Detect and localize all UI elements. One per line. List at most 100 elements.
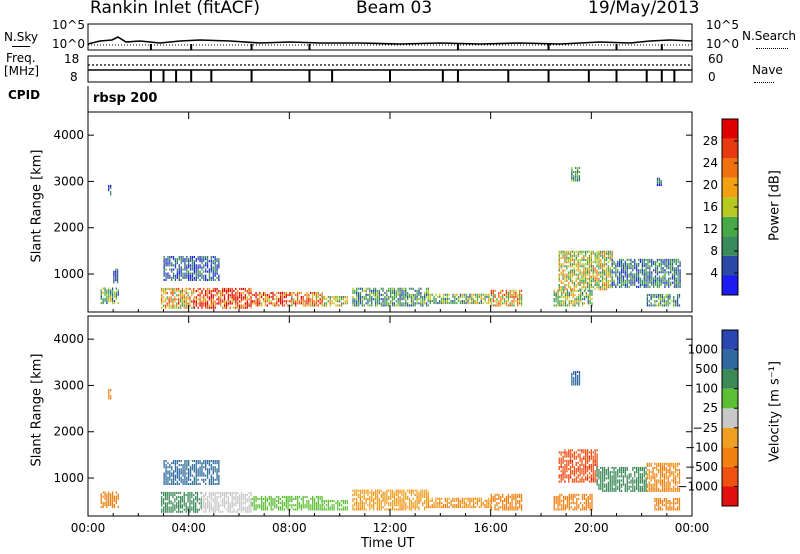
data-cell (478, 295, 481, 298)
data-cell (558, 474, 560, 477)
data-cell (573, 455, 576, 458)
data-cell (189, 472, 192, 475)
data-cell (376, 298, 379, 301)
data-cell (678, 293, 681, 296)
data-cell (115, 287, 118, 290)
data-cell (361, 304, 364, 307)
data-cell (253, 300, 255, 303)
data-cell (559, 304, 561, 307)
data-cell (179, 290, 182, 293)
data-cell (171, 474, 173, 477)
data-cell (246, 506, 248, 509)
data-cell (206, 502, 209, 505)
data-cell (113, 291, 116, 294)
data-cell (575, 259, 577, 262)
data-cell (208, 494, 211, 497)
nsearch-label: N.Search (742, 29, 797, 43)
data-cell (197, 298, 199, 301)
data-cell (169, 256, 171, 259)
data-cell (231, 491, 233, 494)
data-cell (585, 296, 588, 299)
data-cell (659, 500, 662, 503)
data-cell (371, 491, 373, 494)
data-cell (656, 483, 658, 486)
data-cell (357, 300, 360, 303)
data-cell (661, 471, 664, 474)
data-cell (371, 493, 373, 496)
data-cell (203, 264, 205, 267)
data-cell (562, 470, 564, 473)
data-cell (361, 500, 364, 503)
data-cell (666, 265, 668, 268)
data-cell (356, 289, 358, 292)
data-cell (220, 298, 222, 301)
data-cell (622, 269, 625, 272)
data-cell (560, 263, 562, 266)
data-cell (250, 504, 252, 507)
data-cell (403, 489, 405, 492)
data-cell (456, 302, 458, 305)
data-cell (600, 487, 602, 490)
data-cell (654, 304, 656, 307)
data-cell (356, 504, 358, 507)
data-cell (369, 296, 371, 299)
data-cell (186, 464, 188, 467)
data-cell (576, 508, 578, 511)
data-cell (352, 296, 354, 299)
data-cell (520, 302, 523, 305)
data-cell (172, 474, 175, 477)
data-cell (609, 489, 611, 492)
data-cell (585, 286, 587, 289)
data-cell (408, 500, 411, 503)
data-cell (517, 293, 519, 296)
data-cell (437, 501, 439, 504)
data-cell (467, 297, 469, 300)
data-cell (650, 464, 652, 467)
data-cell (598, 286, 600, 289)
data-cell (111, 499, 114, 502)
data-cell (176, 290, 178, 293)
data-cell (376, 289, 379, 292)
data-cell (380, 287, 382, 290)
data-cell (583, 470, 585, 473)
data-cell (285, 497, 287, 500)
data-cell (108, 289, 110, 292)
data-cell (609, 279, 611, 282)
data-cell (405, 502, 407, 505)
data-cell (463, 295, 465, 298)
data-cell (571, 480, 574, 483)
data-cell (500, 302, 502, 305)
data-cell (590, 277, 593, 280)
data-cell (596, 473, 598, 476)
data-cell (218, 460, 220, 463)
data-cell (663, 464, 666, 467)
data-cell (568, 291, 571, 294)
data-cell (354, 491, 356, 494)
data-cell (166, 496, 168, 499)
data-cell (315, 300, 318, 303)
data-cell (553, 298, 555, 301)
data-cell (197, 268, 199, 271)
data-cell (216, 482, 218, 485)
data-cell (636, 479, 638, 482)
data-cell (594, 459, 596, 462)
data-cell (371, 291, 373, 294)
data-cell (397, 493, 399, 496)
data-cell (321, 302, 323, 305)
data-cell (598, 471, 600, 474)
data-cell (425, 287, 428, 290)
data-cell (248, 508, 250, 511)
data-cell (568, 468, 570, 471)
data-cell (240, 287, 243, 290)
data-cell (654, 265, 657, 268)
data-cell (652, 466, 654, 469)
data-cell (643, 283, 645, 286)
data-cell (676, 462, 679, 465)
data-cell (598, 271, 600, 274)
data-cell (465, 297, 467, 300)
data-cell (494, 497, 496, 500)
data-cell (163, 462, 165, 465)
data-cell (471, 300, 473, 303)
data-cell (410, 493, 413, 496)
data-cell (162, 491, 165, 494)
